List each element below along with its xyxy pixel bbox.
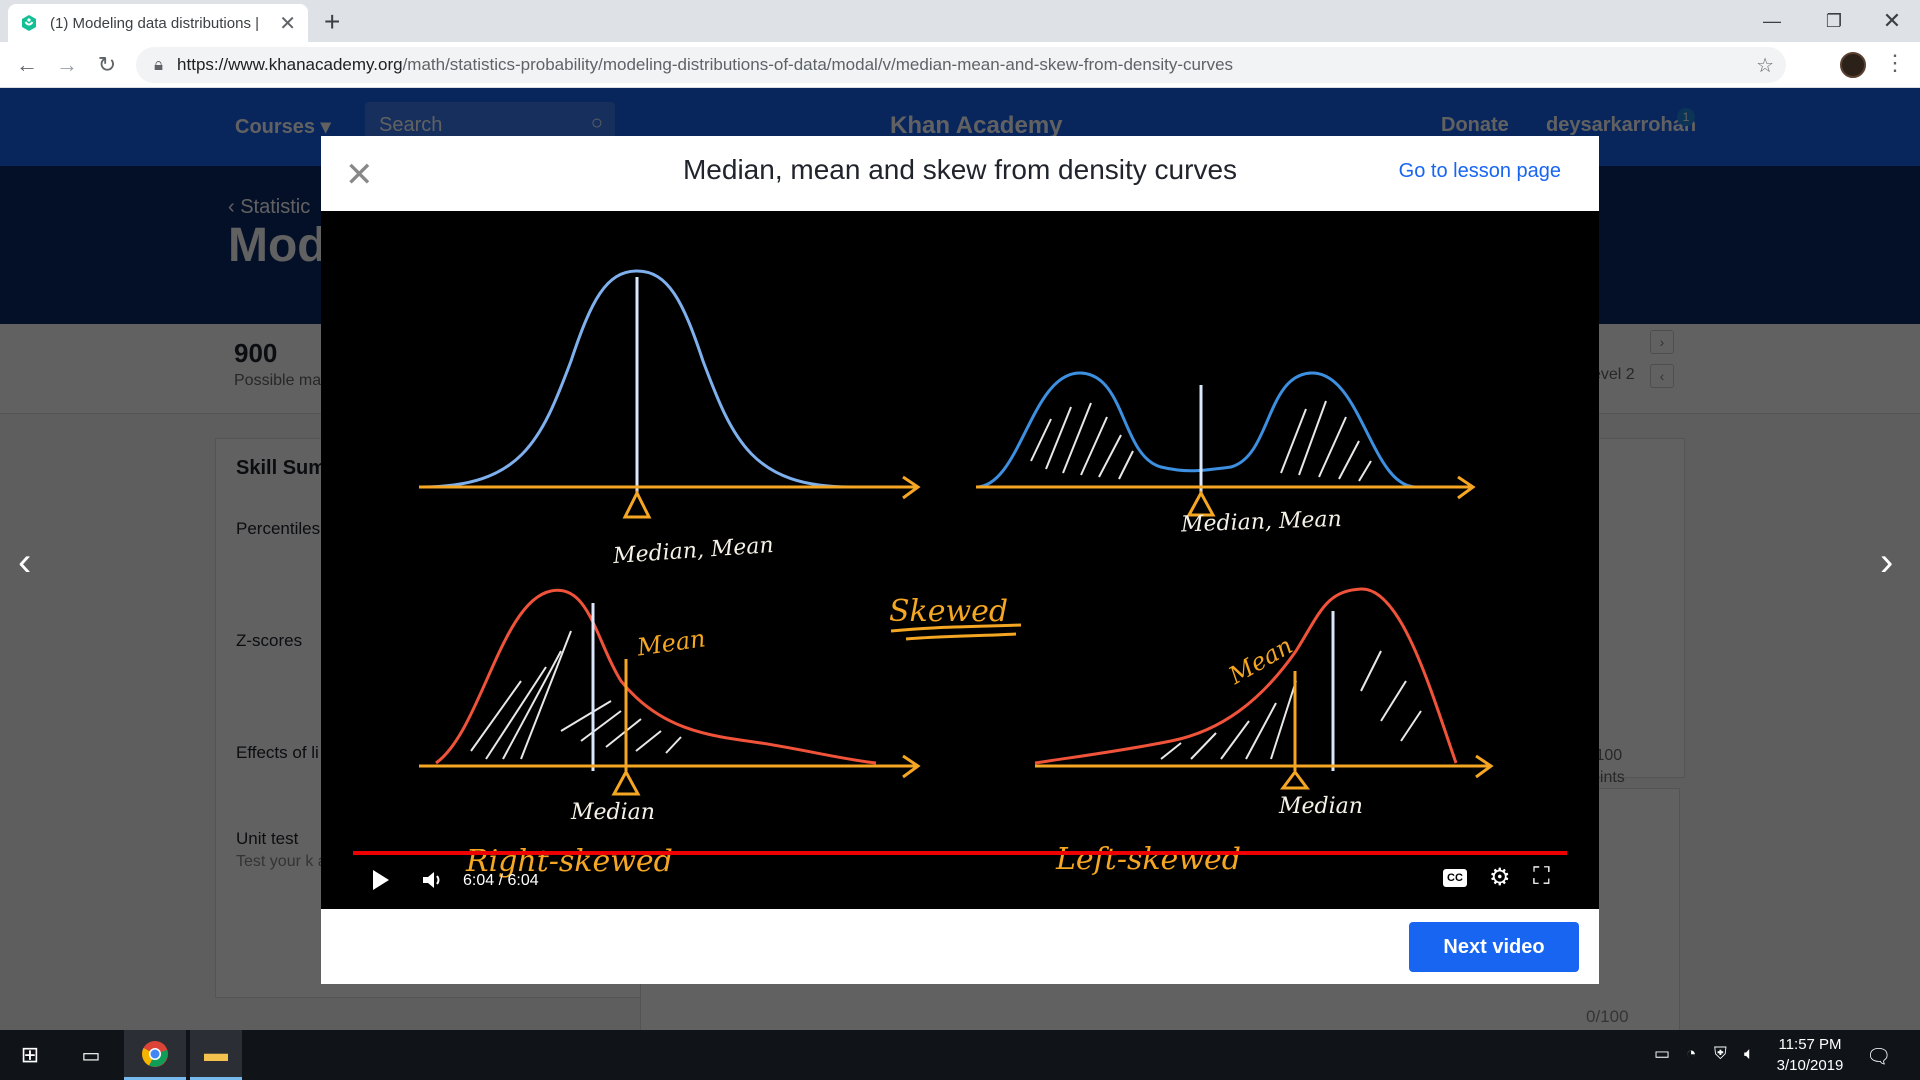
browser-tab-bar: (1) Modeling data distributions | ✕ + — … xyxy=(0,0,1920,42)
left-skewed-curve xyxy=(1034,587,1458,765)
task-view-icon[interactable]: ▭ xyxy=(81,1044,101,1067)
blackboard-drawing: Median, Mean Median, Mean Median Median … xyxy=(419,269,1494,879)
file-explorer-icon[interactable]: ▬ xyxy=(190,1030,242,1080)
clock-date: 3/10/2019 xyxy=(1776,1057,1844,1074)
volume-icon[interactable] xyxy=(421,869,443,891)
action-center-icon[interactable]: 🗨︎ xyxy=(1866,1046,1892,1068)
lock-icon: 🔒︎ xyxy=(154,55,164,74)
play-icon[interactable] xyxy=(371,869,391,891)
windows-start-icon[interactable]: ⊞ xyxy=(20,1042,40,1067)
label-skewed: Skewed xyxy=(889,594,1008,629)
go-to-lesson-link[interactable]: Go to lesson page xyxy=(1398,160,1561,182)
tab-close-icon[interactable]: ✕ xyxy=(279,12,296,35)
taskbar-clock[interactable]: 11:57 PM 3/10/2019 xyxy=(1760,1034,1860,1076)
video-player[interactable]: Median, Mean Median, Mean Median Median … xyxy=(321,211,1599,909)
new-tab-button[interactable]: + xyxy=(324,6,341,37)
tab-title: (1) Modeling data distributions | xyxy=(50,14,260,32)
captions-icon[interactable]: CC xyxy=(1443,869,1467,887)
progress-bar[interactable] xyxy=(353,851,1567,855)
chrome-taskbar-icon[interactable] xyxy=(124,1030,186,1080)
bell-curve xyxy=(420,269,852,489)
speaker-icon[interactable]: 🔈︎ xyxy=(1744,1044,1755,1063)
bookmark-star-icon[interactable]: ☆ xyxy=(1756,55,1774,77)
url-host: https://www.khanacademy.org xyxy=(177,55,403,74)
video-modal: ✕ Median, mean and skew from density cur… xyxy=(321,136,1599,984)
wifi-icon[interactable]: ◔ xyxy=(1686,1044,1697,1063)
video-controls: 6:04 / 6:04 CC ⚙ ⛶ xyxy=(321,851,1599,909)
back-button[interactable]: ← xyxy=(16,52,38,77)
right-skewed-figure xyxy=(419,588,921,796)
label-bl-median: Median xyxy=(570,800,655,825)
previous-video-arrow-icon[interactable]: ‹ xyxy=(18,540,32,584)
address-bar[interactable]: 🔒︎ https://www.khanacademy.org/math/stat… xyxy=(136,47,1786,83)
label-bl-mean: Mean xyxy=(634,624,707,661)
label-br-mean: Mean xyxy=(1223,631,1297,690)
minimize-button[interactable]: — xyxy=(1763,10,1781,31)
forward-button[interactable]: → xyxy=(56,52,78,77)
khan-academy-favicon-icon xyxy=(22,15,36,31)
label-top-right: Median, Mean xyxy=(1180,507,1343,538)
right-skewed-curve xyxy=(435,588,877,765)
label-right-skewed: Right-skewed xyxy=(465,844,673,879)
next-video-button[interactable]: Next video xyxy=(1409,922,1579,972)
video-timecode: 6:04 / 6:04 xyxy=(463,872,539,889)
settings-gear-icon[interactable]: ⚙ xyxy=(1489,864,1511,891)
fulcrum xyxy=(622,489,652,519)
restore-button[interactable]: ❐ xyxy=(1825,10,1843,31)
browser-menu-icon[interactable]: ⋮ xyxy=(1884,50,1906,75)
label-top-left: Median, Mean xyxy=(611,533,774,569)
profile-avatar[interactable] xyxy=(1840,52,1866,78)
bimodal-curve xyxy=(975,371,1417,489)
next-video-arrow-icon[interactable]: › xyxy=(1880,540,1894,584)
browser-tab[interactable]: (1) Modeling data distributions | ✕ xyxy=(8,4,308,42)
bimodal-distribution-figure xyxy=(975,371,1476,517)
label-left-skewed: Left-skewed xyxy=(1055,842,1241,877)
label-br-median: Median xyxy=(1278,794,1363,819)
chrome-icon xyxy=(142,1040,168,1067)
clock-time: 11:57 PM xyxy=(1778,1036,1842,1053)
modal-close-icon[interactable]: ✕ xyxy=(345,156,374,194)
symmetric-distribution-figure xyxy=(419,269,921,519)
modal-title: Median, mean and skew from density curve… xyxy=(682,154,1238,185)
left-skewed-figure xyxy=(1034,587,1494,790)
battery-icon[interactable]: ▭ xyxy=(1654,1044,1671,1063)
browser-toolbar: ← → ↻ 🔒︎ https://www.khanacademy.org/mat… xyxy=(0,42,1920,88)
fullscreen-icon[interactable]: ⛶ xyxy=(1533,863,1550,890)
reload-button[interactable]: ↻ xyxy=(97,52,117,77)
security-shield-icon[interactable]: ⛨ xyxy=(1714,1044,1727,1063)
url-path: /math/statistics-probability/modeling-di… xyxy=(402,55,1234,74)
close-window-button[interactable]: ✕ xyxy=(1882,8,1902,33)
windows-taskbar: ⊞ ▭ ▬ ▭ ◔ ⛨ 🔈︎ 11:57 PM 3/10/2019 🗨︎ xyxy=(0,1030,1920,1080)
